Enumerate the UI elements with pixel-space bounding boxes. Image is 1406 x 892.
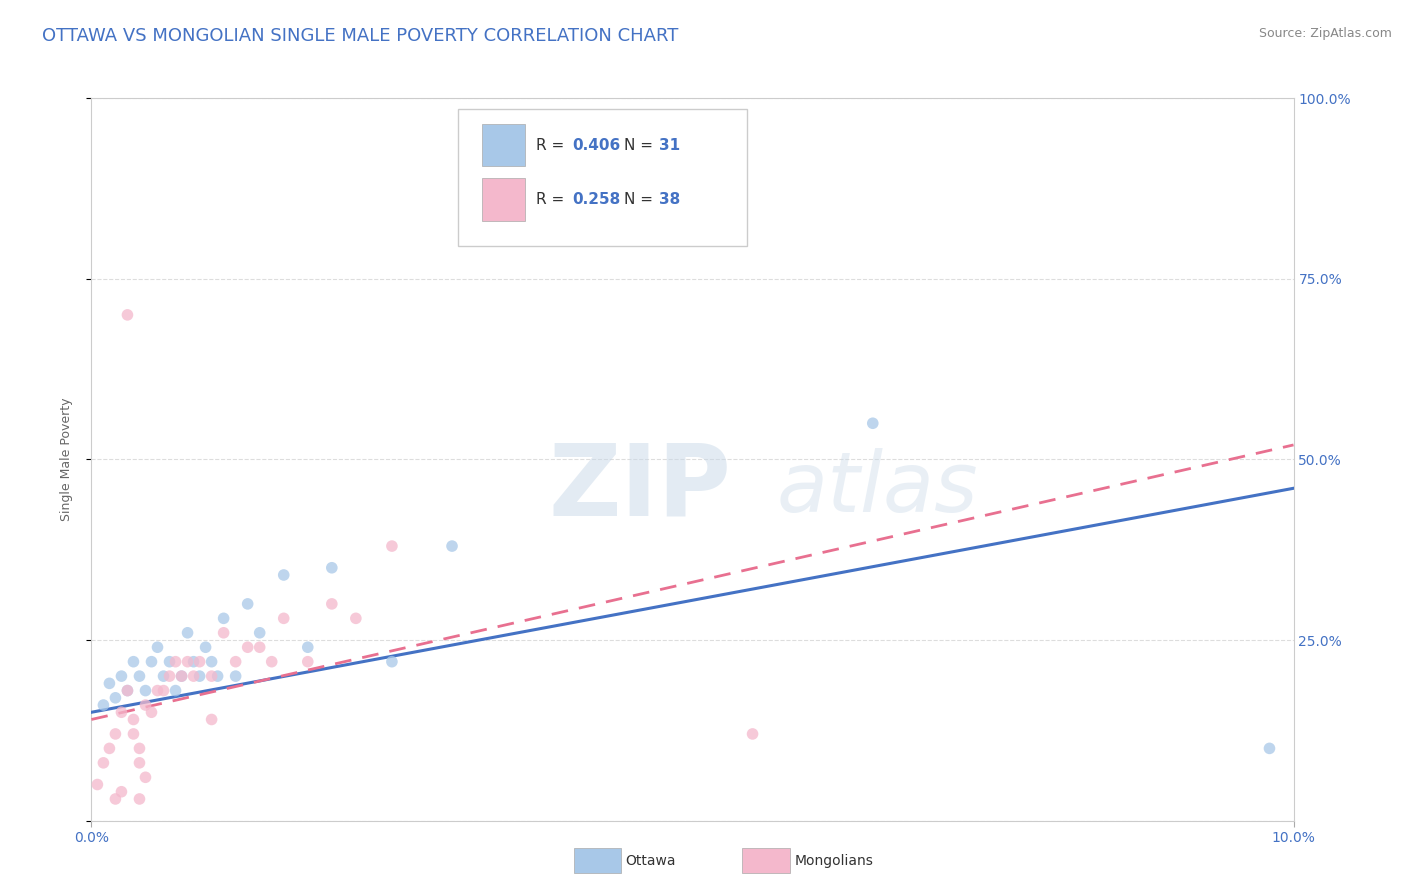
Point [93, 756, 115, 770]
Point [170, 669, 193, 683]
Text: atlas: atlas [776, 448, 979, 529]
Point [297, 655, 319, 669]
Point [170, 669, 193, 683]
Point [249, 625, 271, 640]
Point [141, 655, 163, 669]
Point [134, 683, 156, 698]
Text: 0.258: 0.258 [572, 192, 620, 207]
Point [159, 669, 181, 683]
Point [128, 792, 150, 806]
FancyBboxPatch shape [482, 124, 526, 167]
Point [146, 683, 169, 698]
Text: Source: ZipAtlas.com: Source: ZipAtlas.com [1258, 27, 1392, 40]
Point [122, 727, 145, 741]
Point [141, 705, 163, 719]
Point [146, 640, 169, 655]
Point [128, 669, 150, 683]
Point [249, 640, 271, 655]
Point [862, 416, 884, 431]
Point [159, 655, 181, 669]
Point [201, 655, 224, 669]
Point [321, 597, 343, 611]
Text: 38: 38 [659, 192, 681, 207]
Point [225, 655, 247, 669]
Text: R =: R = [536, 192, 569, 207]
Point [98, 741, 121, 756]
FancyBboxPatch shape [482, 178, 526, 220]
Point [128, 741, 150, 756]
Point [117, 683, 139, 698]
Text: ZIP: ZIP [548, 440, 731, 537]
Point [104, 690, 127, 705]
Point [104, 727, 127, 741]
Text: Mongolians: Mongolians [794, 854, 873, 868]
Point [441, 539, 464, 553]
Point [122, 655, 145, 669]
Point [297, 640, 319, 655]
FancyBboxPatch shape [458, 109, 747, 246]
Point [117, 308, 139, 322]
Point [110, 705, 132, 719]
Point [273, 568, 295, 582]
Text: 0.406: 0.406 [572, 137, 620, 153]
Text: OTTAWA VS MONGOLIAN SINGLE MALE POVERTY CORRELATION CHART: OTTAWA VS MONGOLIAN SINGLE MALE POVERTY … [42, 27, 679, 45]
Text: Ottawa: Ottawa [626, 854, 676, 868]
Point [188, 655, 211, 669]
Point [321, 561, 343, 575]
Point [104, 792, 127, 806]
Point [207, 669, 229, 683]
Y-axis label: Single Male Poverty: Single Male Poverty [60, 398, 73, 521]
Point [176, 625, 198, 640]
Point [201, 669, 224, 683]
Point [236, 597, 259, 611]
Point [381, 539, 404, 553]
Point [188, 669, 211, 683]
Point [344, 611, 367, 625]
Point [117, 683, 139, 698]
Point [165, 655, 187, 669]
Point [134, 698, 156, 712]
Point [176, 655, 198, 669]
Point [134, 770, 156, 784]
Point [122, 713, 145, 727]
Point [98, 676, 121, 690]
Point [110, 785, 132, 799]
Point [212, 611, 235, 625]
Text: R =: R = [536, 137, 569, 153]
Point [201, 713, 224, 727]
Point [183, 655, 205, 669]
Point [128, 756, 150, 770]
Point [86, 778, 108, 792]
Point [225, 669, 247, 683]
Point [1258, 741, 1281, 756]
Point [110, 669, 132, 683]
Point [152, 683, 174, 698]
Point [212, 625, 235, 640]
Point [273, 611, 295, 625]
Point [165, 683, 187, 698]
Point [152, 669, 174, 683]
Point [236, 640, 259, 655]
Point [381, 655, 404, 669]
Point [194, 640, 217, 655]
Point [183, 669, 205, 683]
Text: N =: N = [624, 137, 658, 153]
Point [260, 655, 283, 669]
Text: N =: N = [624, 192, 658, 207]
Text: 31: 31 [659, 137, 681, 153]
Point [93, 698, 115, 712]
Point [741, 727, 763, 741]
